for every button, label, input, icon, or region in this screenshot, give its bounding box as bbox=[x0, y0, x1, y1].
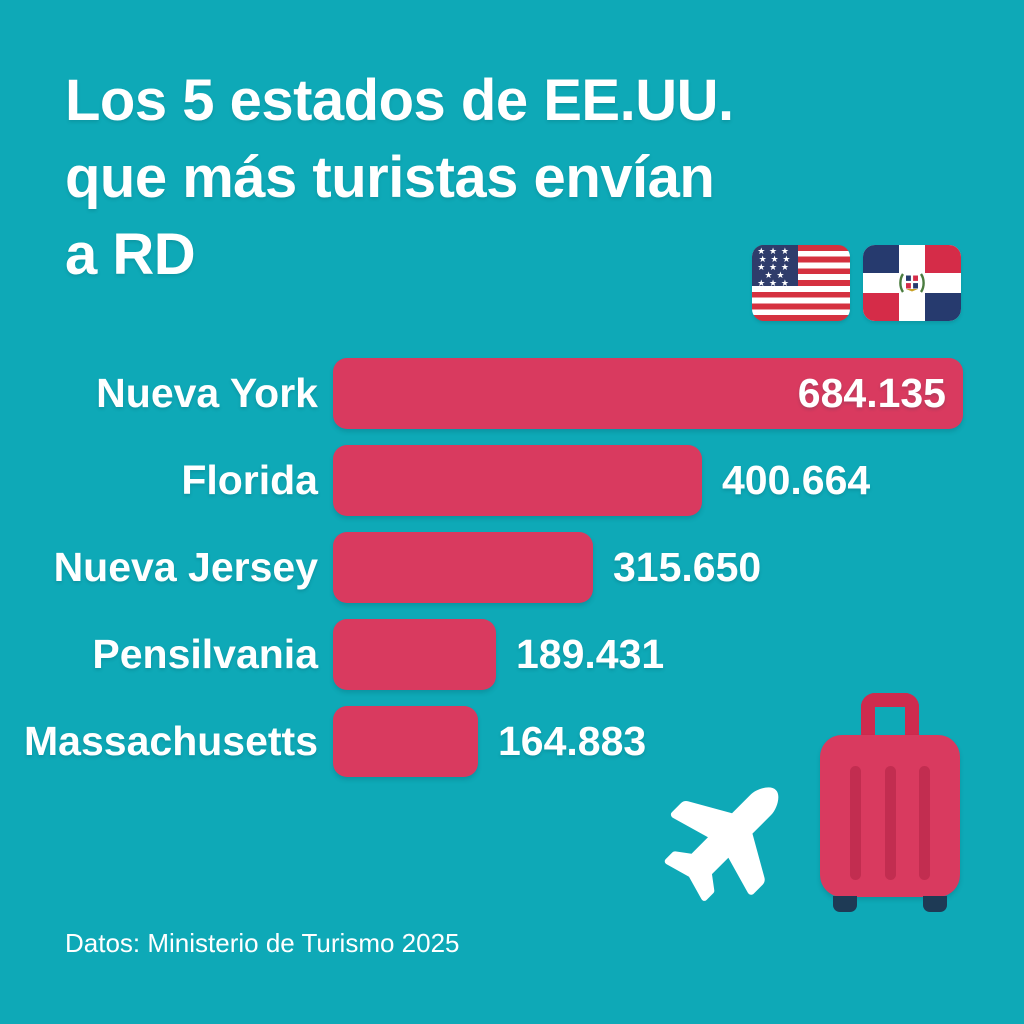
bar-label: Nueva York bbox=[96, 370, 318, 416]
us-flag-icon: ★ ★ ★ ★ ★ ★ ★ ★ ★ ★ ★ ★ ★ ★ ★ ★ ★ ★ ★ ★ … bbox=[752, 245, 850, 321]
bar-value: 189.431 bbox=[516, 631, 665, 677]
suitcase-foot bbox=[923, 896, 947, 912]
bar: 189.431 bbox=[333, 619, 496, 690]
bar-label: Florida bbox=[181, 457, 318, 503]
bar-row: Nueva Jersey 315.650 315.650 bbox=[0, 532, 1024, 603]
suitcase-stripe bbox=[850, 766, 861, 880]
bar: 400.664 bbox=[333, 445, 702, 516]
bar: 684.135 bbox=[333, 358, 963, 429]
bar-row: Nueva York 684.135 684.135 bbox=[0, 358, 1024, 429]
us-flag-canton: ★ ★ ★ ★ ★ ★ ★ ★ ★ ★ ★ ★ ★ ★ ★ ★ ★ ★ ★ ★ … bbox=[752, 245, 798, 286]
flags-group: ★ ★ ★ ★ ★ ★ ★ ★ ★ ★ ★ ★ ★ ★ ★ ★ ★ ★ ★ ★ … bbox=[752, 245, 961, 321]
bar-label: Massachusetts bbox=[24, 718, 318, 764]
suitcase-stripe bbox=[885, 766, 896, 880]
bar-value: 400.664 bbox=[722, 457, 871, 503]
bar-value: 684.135 bbox=[797, 370, 946, 416]
bar-label: Nueva Jersey bbox=[53, 544, 318, 590]
bar-chart: Nueva York 684.135 684.135 Florida 400.6… bbox=[0, 358, 1024, 793]
bar-row: Florida 400.664 400.664 bbox=[0, 445, 1024, 516]
suitcase-icon bbox=[820, 693, 960, 912]
source-note: Datos: Ministerio de Turismo 2025 bbox=[65, 928, 460, 958]
suitcase-body bbox=[820, 735, 960, 897]
bar-label: Pensilvania bbox=[92, 631, 318, 677]
bar: 315.650 bbox=[333, 532, 593, 603]
bar-row: Massachusetts 164.883 164.883 bbox=[0, 706, 1024, 777]
bar-value: 164.883 bbox=[498, 718, 647, 764]
dr-coat-of-arms-icon bbox=[899, 273, 925, 293]
dominican-republic-flag-icon bbox=[863, 245, 961, 321]
bar-value: 315.650 bbox=[613, 544, 762, 590]
bar: 164.883 bbox=[333, 706, 478, 777]
suitcase-stripe bbox=[919, 766, 930, 880]
page-title: Los 5 estados de EE.UU. que más turistas… bbox=[65, 68, 734, 287]
bar-row: Pensilvania 189.431 189.431 bbox=[0, 619, 1024, 690]
suitcase-foot bbox=[833, 896, 857, 912]
airplane-icon bbox=[637, 743, 824, 930]
